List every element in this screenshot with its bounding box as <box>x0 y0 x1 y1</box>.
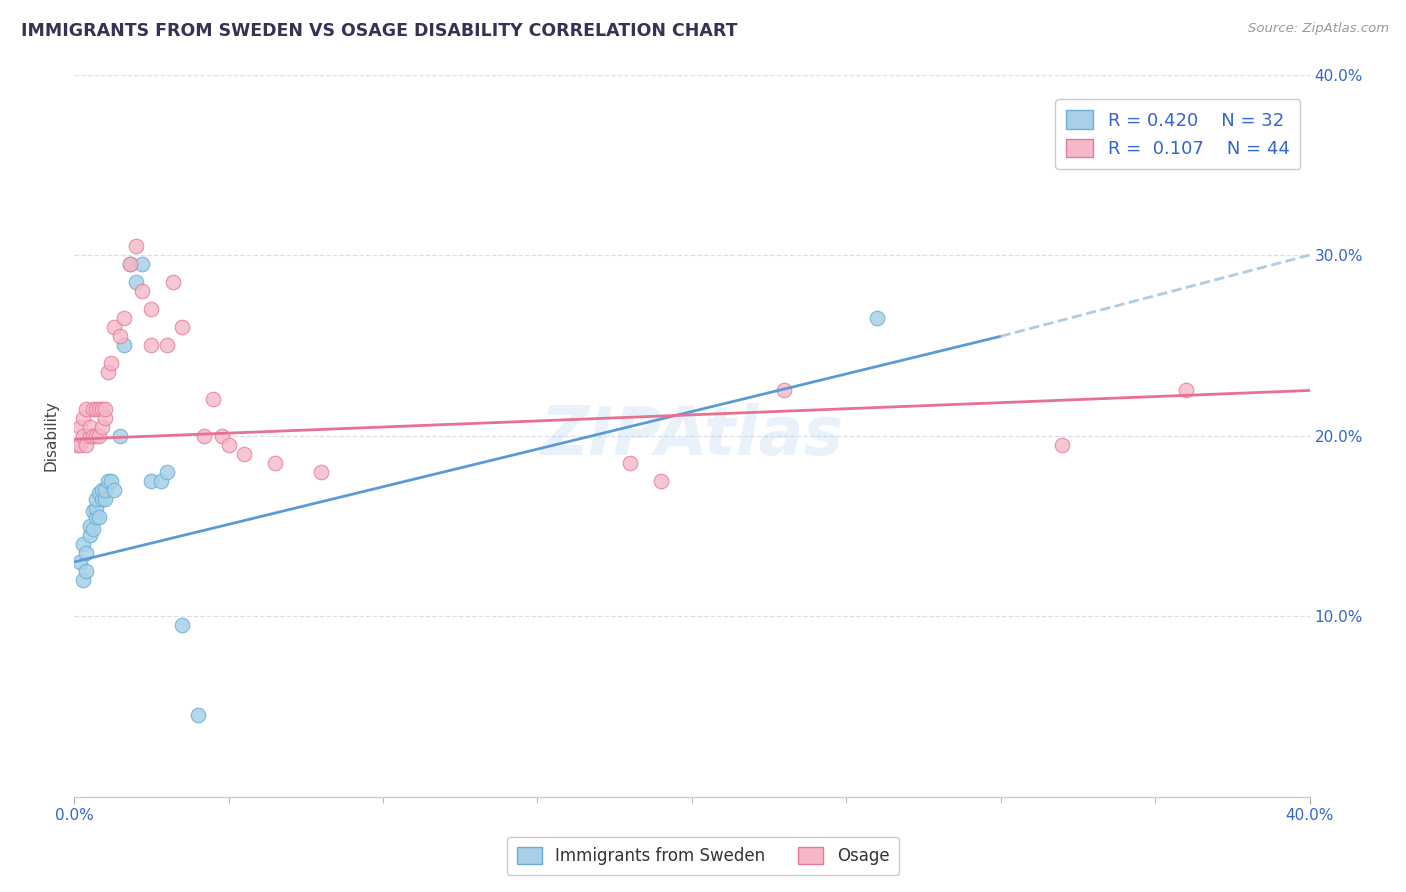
Point <box>75 401 97 416</box>
Legend: Immigrants from Sweden, Osage: Immigrants from Sweden, Osage <box>506 837 900 875</box>
Point <box>218 437 240 451</box>
Text: IMMIGRANTS FROM SWEDEN VS OSAGE DISABILITY CORRELATION CHART: IMMIGRANTS FROM SWEDEN VS OSAGE DISABILI… <box>21 22 738 40</box>
Point <box>90 401 112 416</box>
Point <box>141 302 163 317</box>
Point <box>87 401 110 416</box>
Point <box>619 456 641 470</box>
Point <box>82 401 104 416</box>
Point <box>131 284 153 298</box>
Point <box>94 483 117 497</box>
Point <box>172 618 194 632</box>
Point <box>84 500 107 515</box>
Point <box>118 257 141 271</box>
Point <box>118 257 141 271</box>
Point <box>82 428 104 442</box>
Point <box>211 428 233 442</box>
Point <box>125 275 148 289</box>
Point <box>75 546 97 560</box>
Point <box>156 465 179 479</box>
Point <box>69 555 91 569</box>
Point <box>162 275 184 289</box>
Point <box>87 509 110 524</box>
Point <box>103 483 125 497</box>
Point <box>94 401 117 416</box>
Point <box>79 428 101 442</box>
Point <box>97 474 120 488</box>
Point <box>112 338 135 352</box>
Point <box>79 419 101 434</box>
Point <box>187 708 209 723</box>
Point <box>87 486 110 500</box>
Point <box>66 437 89 451</box>
Point <box>309 465 332 479</box>
Point <box>141 338 163 352</box>
Point <box>90 483 112 497</box>
Point <box>94 491 117 506</box>
Point <box>233 447 256 461</box>
Point <box>100 356 122 370</box>
Point <box>100 474 122 488</box>
Point <box>84 491 107 506</box>
Point <box>1052 437 1074 451</box>
Point <box>90 419 112 434</box>
Point <box>156 338 179 352</box>
Text: ZIPAtlas: ZIPAtlas <box>540 402 844 468</box>
Point <box>72 428 94 442</box>
Point <box>69 419 91 434</box>
Point <box>650 474 672 488</box>
Point <box>90 491 112 506</box>
Point <box>84 401 107 416</box>
Point <box>112 311 135 326</box>
Point <box>94 410 117 425</box>
Point <box>202 392 225 407</box>
Point <box>103 320 125 334</box>
Point <box>773 384 796 398</box>
Point <box>131 257 153 271</box>
Point <box>149 474 172 488</box>
Point <box>72 573 94 587</box>
Point <box>125 239 148 253</box>
Point <box>84 428 107 442</box>
Point <box>75 564 97 578</box>
Point <box>72 410 94 425</box>
Point <box>866 311 889 326</box>
Point <box>87 428 110 442</box>
Point <box>75 437 97 451</box>
Point <box>84 509 107 524</box>
Point <box>82 523 104 537</box>
Point <box>72 537 94 551</box>
Point <box>110 329 132 343</box>
Point <box>79 528 101 542</box>
Point <box>1175 384 1198 398</box>
Point <box>263 456 285 470</box>
Point <box>97 365 120 379</box>
Point <box>69 437 91 451</box>
Point <box>82 504 104 518</box>
Point <box>141 474 163 488</box>
Point <box>172 320 194 334</box>
Point <box>110 428 132 442</box>
Legend: R = 0.420    N = 32, R =  0.107    N = 44: R = 0.420 N = 32, R = 0.107 N = 44 <box>1056 99 1301 169</box>
Point <box>79 519 101 533</box>
Text: Source: ZipAtlas.com: Source: ZipAtlas.com <box>1249 22 1389 36</box>
Point <box>193 428 215 442</box>
Y-axis label: Disability: Disability <box>44 401 58 471</box>
